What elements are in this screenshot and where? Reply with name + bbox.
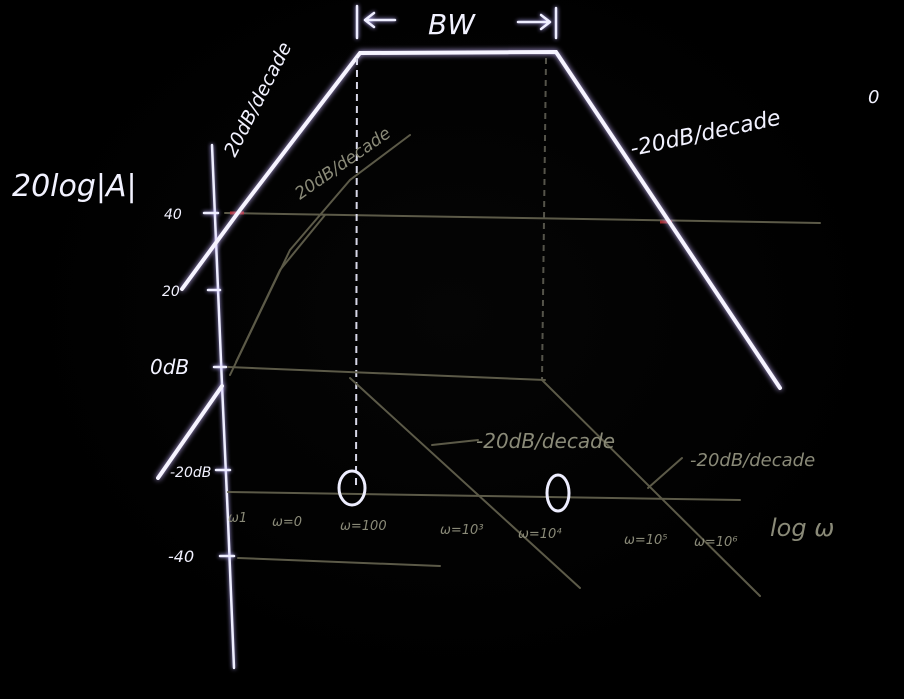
zero-db-line	[227, 366, 546, 381]
fall-mark: 0	[868, 87, 879, 108]
x-tick-label-w1e6: ω=10⁶	[694, 535, 738, 550]
x-tick-label-w1: ω1	[228, 511, 247, 526]
zero-marker-left-icon	[337, 469, 367, 507]
x-tick-label-w1e4: ω=10⁴	[518, 527, 562, 542]
fall-line-1	[349, 377, 581, 589]
x-tick-label-w1e3: ω=10³	[440, 523, 484, 538]
bw-right-marker	[541, 57, 547, 381]
inner-rise-label: 20dB/decade	[291, 123, 394, 204]
low-response-segment	[156, 384, 224, 480]
y-axis	[210, 143, 236, 670]
x-axis	[227, 491, 741, 501]
zero-marker-right-icon	[545, 473, 571, 513]
y-tick-label-minus40: -40	[168, 547, 194, 566]
bw-right-arrow	[516, 13, 552, 31]
inner-rise-line-2	[235, 214, 326, 363]
bandpass-response	[180, 49, 782, 390]
bw-left-marker	[355, 57, 358, 491]
slope-pointer-1	[431, 439, 479, 446]
slope-pointer-2	[647, 457, 683, 489]
bw-label: BW	[428, 8, 476, 41]
low-fall-slope-label-2: -20dB/decade	[690, 450, 815, 471]
y-axis-label: 20log|A|	[12, 169, 137, 204]
low-fall-slope-label-1: -20dB/decade	[476, 429, 615, 453]
x-tick-label-w1e5: ω=10⁵	[624, 533, 668, 548]
fall-line-2	[541, 379, 761, 597]
y-tick-label-minus20: -20dB	[170, 465, 211, 481]
y-tick-label-0db: 0dB	[150, 355, 189, 379]
fall-slope-label: -20dB/decade	[628, 106, 783, 162]
rise-slope-label: 20dB/decade	[220, 39, 296, 161]
x-axis-label: log ω	[770, 514, 834, 542]
y-tick-label-20: 20	[162, 284, 180, 300]
x-tick-label-w0: ω=0	[272, 515, 302, 530]
bw-left-arrow	[363, 11, 397, 29]
minus40-guide	[237, 557, 441, 567]
y-tick-label-40: 40	[164, 207, 182, 223]
x-tick-label-w100: ω=100	[340, 519, 387, 534]
